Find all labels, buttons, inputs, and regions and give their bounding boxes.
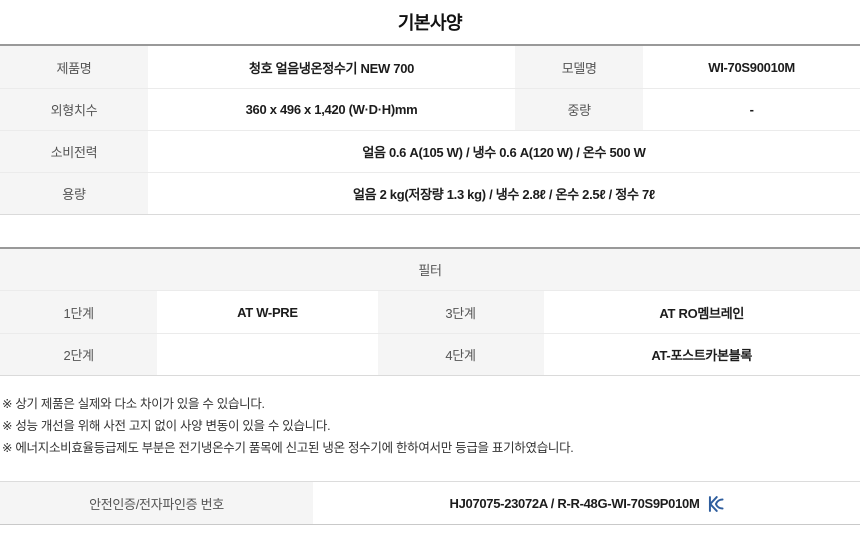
spec-label-model-name: 모델명 [515,46,644,88]
table-row: 안전인증/전자파인증 번호 HJ07075-23072A / R-R-48G-W… [0,482,860,524]
spec-value-capacity: 얼음 2 kg(저장량 1.3 kg) / 냉수 2.8ℓ / 온수 2.5ℓ … [147,173,860,214]
spec-value-weight: - [643,89,860,130]
section-gap [0,215,860,247]
certification-table: 안전인증/전자파인증 번호 HJ07075-23072A / R-R-48G-W… [0,481,860,525]
page-title-bar: 기본사양 [0,0,860,44]
filter-table-header: 필터 [0,249,860,291]
spec-label-power: 소비전력 [0,131,148,172]
spec-value-dimensions: 360 x 496 x 1,420 (W·D·H)mm [147,89,516,130]
filter-label-stage1: 1단계 [0,291,158,333]
filter-label-stage4: 4단계 [377,334,544,375]
filter-table: 필터 1단계 AT W-PRE 3단계 AT RO멤브레인 2단계 4단계 AT… [0,247,860,376]
spec-label-product-name: 제품명 [0,46,148,88]
notes-section: ※ 상기 제품은 실제와 다소 차이가 있을 수 있습니다. ※ 성능 개선을 … [0,393,860,459]
spec-label-weight: 중량 [515,89,644,130]
filter-value-stage1: AT W-PRE [157,291,378,333]
table-row: 1단계 AT W-PRE 3단계 AT RO멤브레인 [0,291,860,333]
page-title: 기본사양 [397,13,463,33]
certification-number: HJ07075-23072A / R-R-48G-WI-70S9P010M [449,495,700,511]
spec-label-dimensions: 외형치수 [0,89,148,130]
spec-table: 제품명 청호 얼음냉온정수기 NEW 700 모델명 WI-70S90010M … [0,44,860,215]
filter-value-stage2 [157,334,378,375]
note-line: ※ 성능 개선을 위해 사전 고지 없이 사양 변동이 있을 수 있습니다. [2,419,331,433]
table-row: 외형치수 360 x 496 x 1,420 (W·D·H)mm 중량 - [0,88,860,130]
spec-label-capacity: 용량 [0,173,148,214]
kc-certification-mark-icon[interactable] [707,495,724,513]
table-row: 소비전력 얼음 0.6 A(105 W) / 냉수 0.6 A(120 W) /… [0,130,860,172]
certification-value-cell: HJ07075-23072A / R-R-48G-WI-70S9P010M [313,482,860,524]
filter-value-stage3: AT RO멤브레인 [543,291,860,333]
certification-label: 안전인증/전자파인증 번호 [0,482,314,524]
table-row: 제품명 청호 얼음냉온정수기 NEW 700 모델명 WI-70S90010M [0,46,860,88]
spec-value-product-name: 청호 얼음냉온정수기 NEW 700 [147,46,516,88]
table-row: 용량 얼음 2 kg(저장량 1.3 kg) / 냉수 2.8ℓ / 온수 2.… [0,172,860,214]
filter-label-stage3: 3단계 [377,291,544,333]
filter-value-stage4: AT-포스트카본블록 [543,334,860,375]
filter-label-stage2: 2단계 [0,334,158,375]
note-line: ※ 에너지소비효율등급제도 부분은 전기냉온수기 품목에 신고된 냉온 정수기에… [2,441,574,455]
spec-value-model-name: WI-70S90010M [643,46,860,88]
note-line: ※ 상기 제품은 실제와 다소 차이가 있을 수 있습니다. [2,397,265,411]
spec-value-power: 얼음 0.6 A(105 W) / 냉수 0.6 A(120 W) / 온수 5… [147,131,860,172]
table-row: 2단계 4단계 AT-포스트카본블록 [0,333,860,375]
